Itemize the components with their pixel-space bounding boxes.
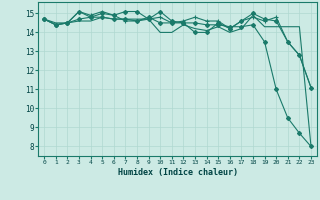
- X-axis label: Humidex (Indice chaleur): Humidex (Indice chaleur): [118, 168, 238, 177]
